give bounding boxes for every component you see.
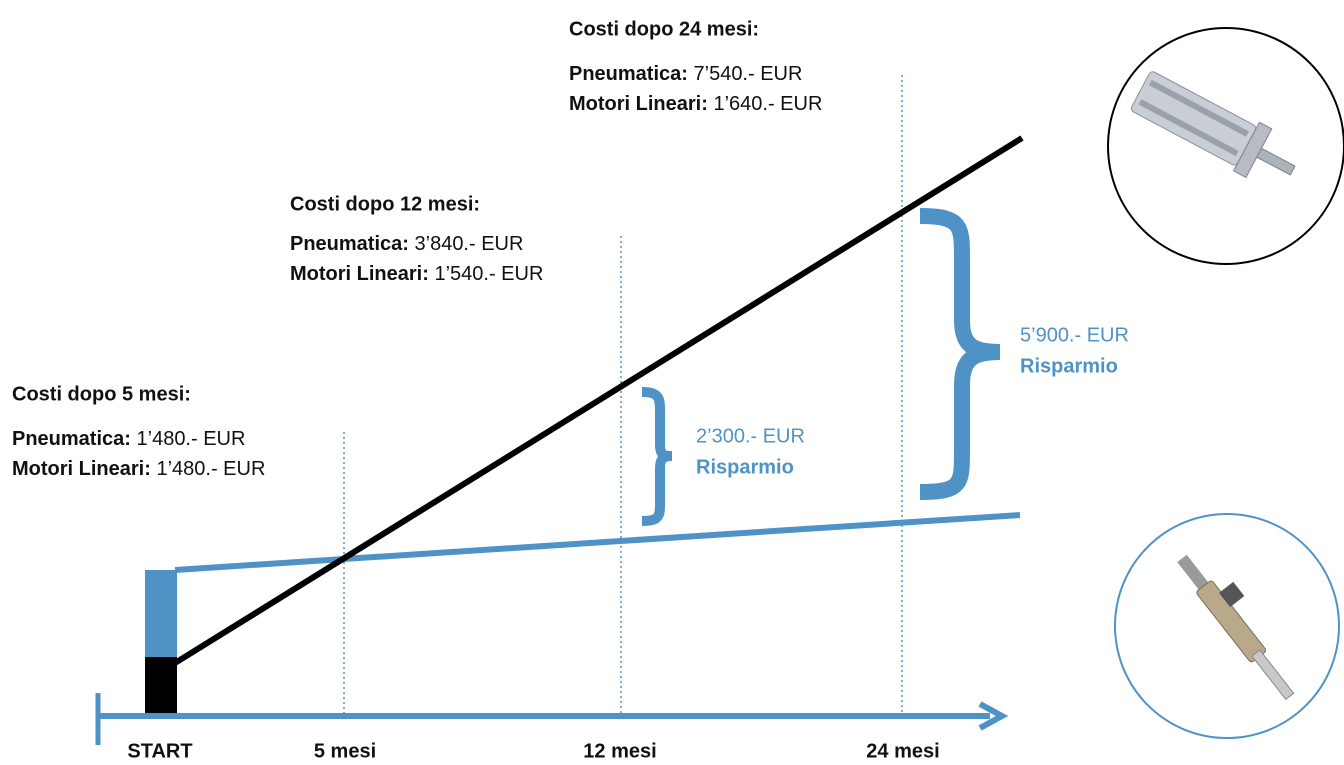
saving-label: Risparmio [696,456,794,478]
pneumatic-image [1108,28,1344,264]
cost-label: Pneumatica: [569,63,688,85]
cost-value: 1’480.- EUR [137,428,246,450]
brace-large [920,216,1000,492]
linear-motor-image [1115,514,1339,738]
cost-value: 7’540.- EUR [694,63,803,85]
cost-row: Pneumatica: 3’840.- EUR [290,233,523,255]
guides [344,75,902,716]
cost-label: Pneumatica: [290,233,409,255]
cost-row: Motori Lineari: 1’480.- EUR [12,458,265,480]
timeline-label: 24 mesi [866,740,939,762]
cost-row: Pneumatica: 7’540.- EUR [569,63,802,85]
saving-amount: 5’900.- EUR [1020,324,1129,346]
cost-value: 1’640.- EUR [713,93,822,115]
cost-label: Pneumatica: [12,428,131,450]
cost-value: 1’480.- EUR [156,458,265,480]
pneumatic-line [175,138,1022,663]
cost-value: 1’540.- EUR [434,263,543,285]
timeline-label: START [127,740,192,762]
cost-label: Motori Lineari: [12,458,151,480]
brace-small [642,392,672,521]
cost-title: Costi dopo 5 mesi: [12,383,191,405]
start-bar-black [145,657,177,714]
cost-row: Motori Lineari: 1’640.- EUR [569,93,822,115]
timeline-label: 12 mesi [583,740,656,762]
start-bar-blue [145,570,177,658]
cost-title: Costi dopo 12 mesi: [290,193,480,215]
cost-value: 3’840.- EUR [415,233,524,255]
cost-label: Motori Lineari: [290,263,429,285]
cost-row: Pneumatica: 1’480.- EUR [12,428,245,450]
diagram: Costi dopo 5 mesi: Pneumatica: 1’480.- E… [0,0,1344,765]
linear-motor-line [175,515,1020,570]
cost-row: Motori Lineari: 1’540.- EUR [290,263,543,285]
timeline-label: 5 mesi [314,740,376,762]
cost-label: Motori Lineari: [569,93,708,115]
saving-label: Risparmio [1020,355,1118,377]
saving-amount: 2’300.- EUR [696,425,805,447]
page: { "cost_blocks": [ {"title": "Costi dopo… [0,0,1344,765]
cost-title: Costi dopo 24 mesi: [569,18,759,40]
